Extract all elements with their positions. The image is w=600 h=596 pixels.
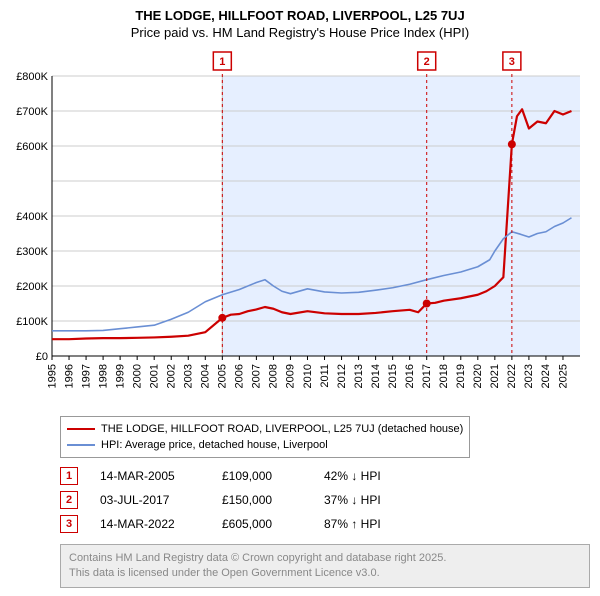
footer-line-1: Contains HM Land Registry data © Crown c… <box>69 551 581 566</box>
svg-text:2: 2 <box>424 56 430 68</box>
svg-text:£100K: £100K <box>16 316 48 328</box>
svg-text:1996: 1996 <box>63 364 75 388</box>
events-table: 1 14-MAR-2005 £109,000 42% ↓ HPI 2 03-JUL-201… <box>60 464 590 536</box>
event-flag: 3 <box>60 515 78 533</box>
legend-item: THE LODGE, HILLFOOT ROAD, LIVERPOOL, L25… <box>67 421 463 437</box>
legend: THE LODGE, HILLFOOT ROAD, LIVERPOOL, L25… <box>60 416 470 458</box>
event-date: 03-JUL-2017 <box>100 493 200 507</box>
svg-text:2010: 2010 <box>302 364 314 388</box>
svg-text:2013: 2013 <box>353 364 365 388</box>
svg-text:2009: 2009 <box>285 364 297 388</box>
svg-text:2018: 2018 <box>438 364 450 388</box>
svg-text:2019: 2019 <box>455 364 467 388</box>
chart-area: £0 £100K £200K £300K £400K £600K £700K £800K 199… <box>4 50 588 410</box>
svg-text:£800K: £800K <box>16 71 48 83</box>
svg-text:£300K: £300K <box>16 246 48 258</box>
svg-text:2011: 2011 <box>319 364 331 388</box>
event-price: £150,000 <box>222 493 302 507</box>
svg-text:1997: 1997 <box>80 364 92 388</box>
svg-text:1998: 1998 <box>97 364 109 388</box>
event-row: 2 03-JUL-2017 £150,000 37% ↓ HPI <box>60 488 590 512</box>
event-row: 1 14-MAR-2005 £109,000 42% ↓ HPI <box>60 464 590 488</box>
svg-text:1995: 1995 <box>46 364 58 388</box>
svg-text:2012: 2012 <box>336 364 348 388</box>
chart-container: THE LODGE, HILLFOOT ROAD, LIVERPOOL, L25… <box>0 0 600 588</box>
svg-text:2006: 2006 <box>234 364 246 388</box>
svg-text:2024: 2024 <box>540 364 552 388</box>
svg-text:2007: 2007 <box>251 364 263 388</box>
event-price: £109,000 <box>222 469 302 483</box>
svg-text:2000: 2000 <box>131 364 143 388</box>
svg-text:£400K: £400K <box>16 211 48 223</box>
event-pct: 37% ↓ HPI <box>324 493 424 507</box>
event-flag: 2 <box>60 491 78 509</box>
svg-text:2003: 2003 <box>183 364 195 388</box>
svg-text:2017: 2017 <box>421 364 433 388</box>
svg-text:£700K: £700K <box>16 106 48 118</box>
chart-svg: £0 £100K £200K £300K £400K £600K £700K £800K 199… <box>4 50 588 410</box>
legend-label: THE LODGE, HILLFOOT ROAD, LIVERPOOL, L25… <box>101 421 463 437</box>
svg-text:1: 1 <box>219 56 225 68</box>
event-flag: 1 <box>60 467 78 485</box>
svg-text:3: 3 <box>509 56 515 68</box>
title-subtitle: Price paid vs. HM Land Registry's House … <box>10 25 590 40</box>
legend-swatch <box>67 428 95 430</box>
svg-text:2020: 2020 <box>472 364 484 388</box>
svg-text:2014: 2014 <box>370 364 382 388</box>
svg-text:2016: 2016 <box>404 364 416 388</box>
event-pct: 87% ↑ HPI <box>324 517 424 531</box>
legend-label: HPI: Average price, detached house, Live… <box>101 437 328 453</box>
svg-text:2002: 2002 <box>166 364 178 388</box>
svg-text:2004: 2004 <box>200 364 212 388</box>
svg-text:2022: 2022 <box>506 364 518 388</box>
legend-swatch <box>67 444 95 446</box>
title-block: THE LODGE, HILLFOOT ROAD, LIVERPOOL, L25… <box>0 0 600 44</box>
svg-text:2008: 2008 <box>268 364 280 388</box>
svg-text:1999: 1999 <box>114 364 126 388</box>
legend-item: HPI: Average price, detached house, Live… <box>67 437 463 453</box>
svg-text:2025: 2025 <box>557 364 569 388</box>
event-date: 14-MAR-2022 <box>100 517 200 531</box>
svg-text:£200K: £200K <box>16 281 48 293</box>
svg-text:2023: 2023 <box>523 364 535 388</box>
title-address: THE LODGE, HILLFOOT ROAD, LIVERPOOL, L25… <box>10 8 590 23</box>
svg-text:2001: 2001 <box>148 364 160 388</box>
footer-attribution: Contains HM Land Registry data © Crown c… <box>60 544 590 588</box>
event-price: £605,000 <box>222 517 302 531</box>
event-date: 14-MAR-2005 <box>100 469 200 483</box>
svg-text:2005: 2005 <box>217 364 229 388</box>
svg-text:£0: £0 <box>36 351 48 363</box>
svg-text:2015: 2015 <box>387 364 399 388</box>
svg-text:2021: 2021 <box>489 364 501 388</box>
footer-line-2: This data is licensed under the Open Gov… <box>69 566 581 581</box>
event-row: 3 14-MAR-2022 £605,000 87% ↑ HPI <box>60 512 590 536</box>
svg-text:£600K: £600K <box>16 141 48 153</box>
event-pct: 42% ↓ HPI <box>324 469 424 483</box>
